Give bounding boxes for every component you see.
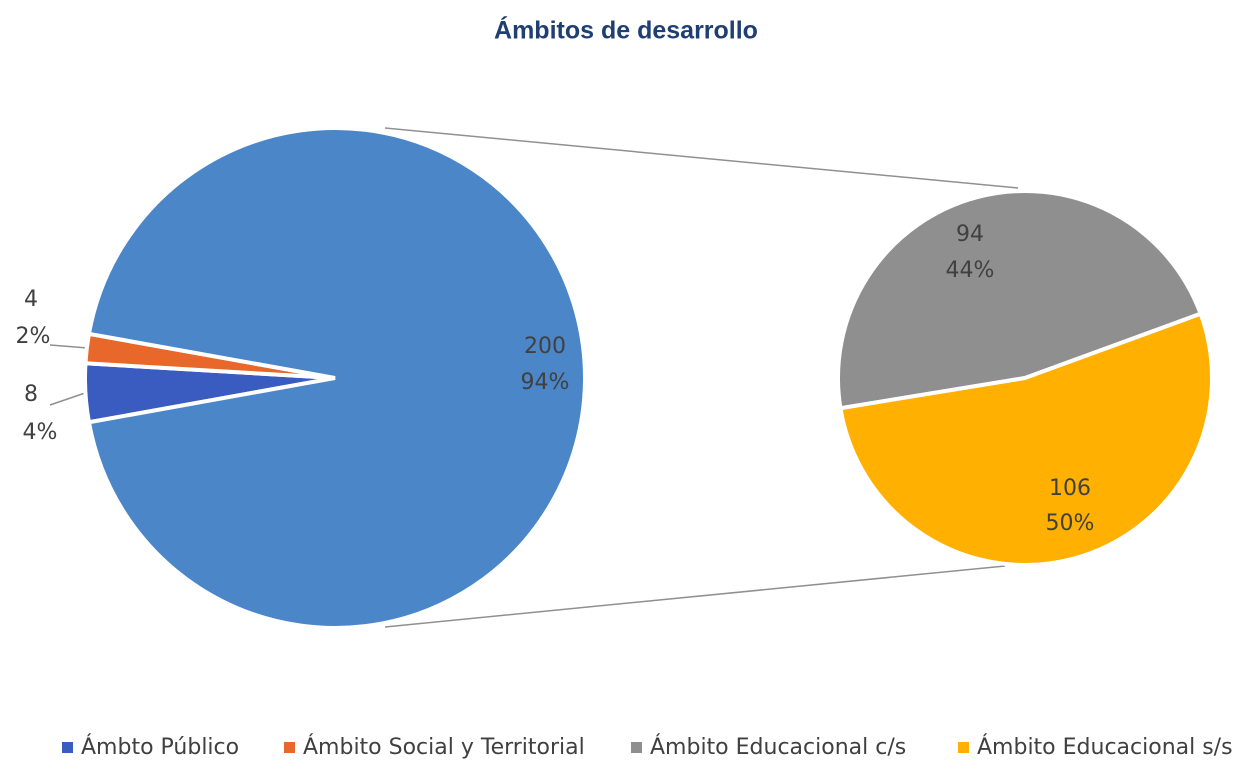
pie-slice (838, 311, 1214, 567)
data-label: 106 (1049, 476, 1091, 501)
leader-line (49, 344, 89, 349)
connector-line (384, 565, 1006, 628)
data-label: 94 (956, 222, 984, 247)
legend-label: Ámbito Social y Territorial (303, 734, 585, 760)
legend-label: Ámbito Educacional c/s (650, 734, 906, 760)
data-label: 4% (23, 420, 58, 445)
data-label: 4 (24, 287, 38, 312)
legend-label: Ámbito Educacional s/s (977, 734, 1233, 760)
data-label: 8 (24, 382, 38, 407)
legend-swatch (62, 742, 73, 753)
legend-swatch (284, 742, 295, 753)
leader-line (49, 392, 86, 406)
data-label: 2% (16, 324, 51, 349)
chart-title: Ámbitos de desarrollo (494, 16, 758, 45)
data-label: 200 (524, 334, 566, 359)
data-label: 44% (946, 258, 995, 283)
pie-slice (86, 126, 587, 630)
connector-line (384, 127, 1019, 189)
legend-swatch (631, 742, 642, 753)
data-label: 94% (521, 370, 570, 395)
data-label: 50% (1046, 511, 1095, 536)
legend-label: Ámbto Público (81, 734, 239, 760)
legend-swatch (958, 742, 969, 753)
pie-slice (836, 189, 1204, 411)
